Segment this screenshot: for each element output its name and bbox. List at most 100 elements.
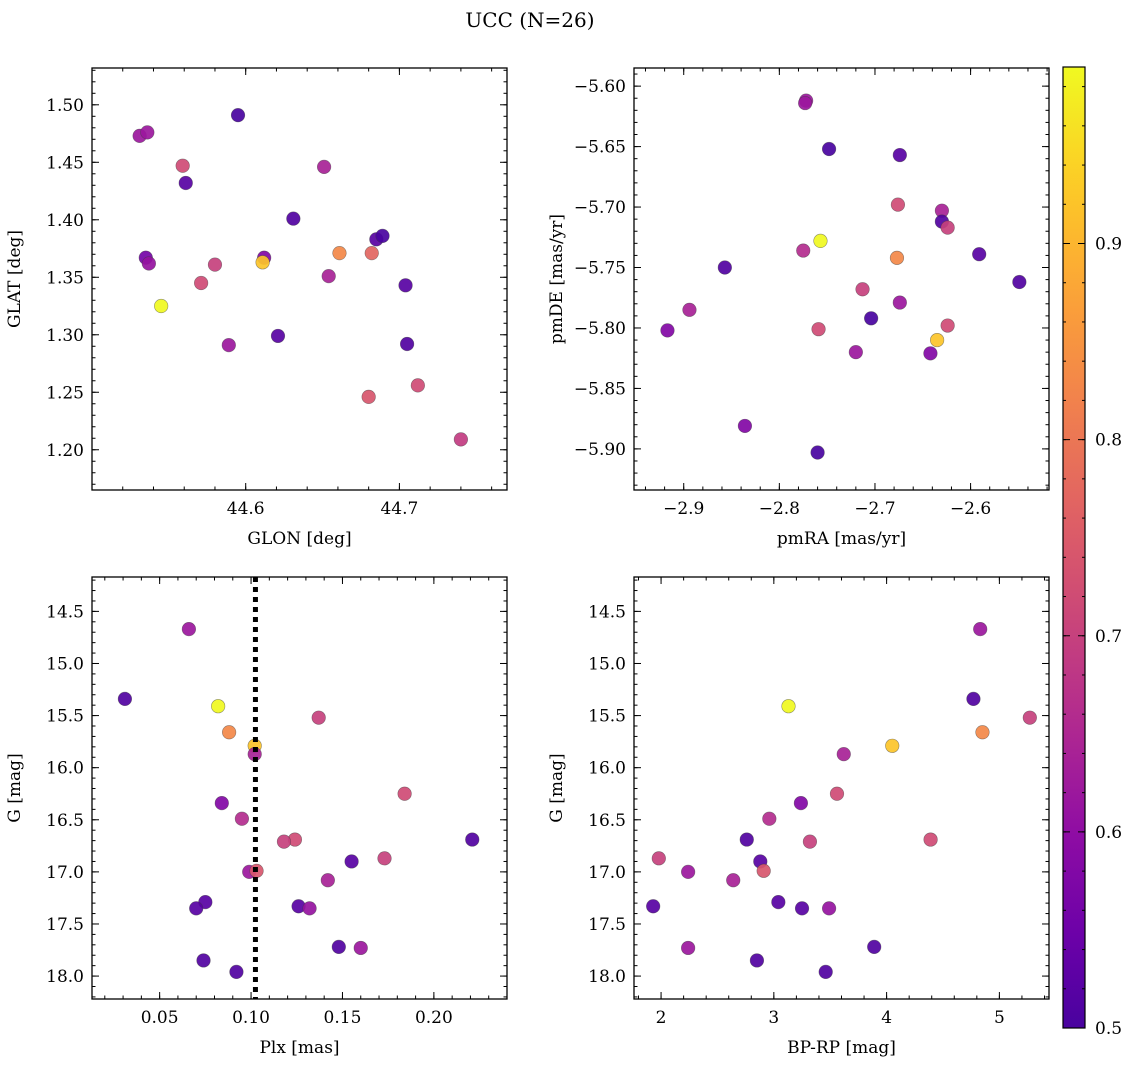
data-point <box>821 901 837 916</box>
y-tick-label: 1.35 <box>46 268 84 288</box>
data-point <box>810 445 825 460</box>
colorbar-tick-label: 0.6 <box>1095 823 1122 843</box>
data-point <box>864 311 879 326</box>
data-point <box>117 691 133 707</box>
data-point <box>344 854 359 869</box>
y-axis-label: pmDE [mas/yr] <box>547 214 567 344</box>
data-point <box>890 197 906 212</box>
data-point <box>930 332 945 348</box>
colorbar-tick-label: 0.9 <box>1095 235 1122 255</box>
y-tick-label: 15.5 <box>46 707 84 727</box>
data-point <box>234 811 250 826</box>
data-point <box>320 873 335 888</box>
y-tick-label: 15.0 <box>46 654 84 674</box>
panel-glon_glat: 44.6 44.7 1.20 1.25 1.30 1.35 1.40 1.45 1.50 GLON… <box>5 67 508 549</box>
data-point <box>141 256 156 271</box>
y-tick-label: 1.20 <box>46 441 84 461</box>
data-point <box>181 621 196 637</box>
data-point <box>331 939 346 955</box>
data-point <box>214 796 229 811</box>
data-point <box>892 147 907 163</box>
x-axis-label: GLON [deg] <box>247 529 351 549</box>
data-point <box>793 796 809 811</box>
y-tick-label: 17.5 <box>588 915 626 935</box>
colorbar-tick-label: 0.5 <box>1095 1019 1122 1039</box>
data-point <box>270 328 286 344</box>
data-point <box>196 953 211 968</box>
data-point <box>972 247 987 262</box>
data-point <box>966 691 981 707</box>
data-point <box>221 338 236 353</box>
y-tick-label: 17.0 <box>588 863 626 883</box>
data-point <box>646 899 661 914</box>
x-axis-label: Plx [mas] <box>259 1038 339 1058</box>
x-tick-label: −2.8 <box>759 499 800 519</box>
y-tick-label: 16.5 <box>588 811 626 831</box>
data-point <box>813 233 828 249</box>
data-point <box>364 246 379 261</box>
x-tick-label: 0.20 <box>415 1008 453 1028</box>
y-tick-label: 16.0 <box>46 759 84 779</box>
data-point <box>717 260 732 275</box>
data-point <box>762 811 777 826</box>
data-point <box>923 346 938 361</box>
panel-pm: −2.9 −2.8 −2.7 −2.6 −5.90 −5.85 −5.80 −5.75 −5.7… <box>547 67 1050 549</box>
data-point <box>681 940 696 956</box>
data-point <box>660 323 675 338</box>
x-tick-label: 0.10 <box>232 1008 270 1028</box>
data-points <box>132 108 468 447</box>
axes-frame <box>633 576 1050 1000</box>
x-tick-label: 44.7 <box>380 499 418 519</box>
data-point <box>140 125 155 140</box>
data-point <box>796 243 811 258</box>
y-tick-label: 16.0 <box>588 759 626 779</box>
data-point <box>781 699 796 714</box>
data-point <box>194 275 209 291</box>
data-point <box>211 699 226 714</box>
y-tick-label: 1.45 <box>46 153 84 173</box>
panels: 44.6 44.7 1.20 1.25 1.30 1.35 1.40 1.45 1.50 GLON… <box>5 67 1050 1058</box>
y-tick-label: 18.0 <box>588 967 626 987</box>
y-tick-label: 14.5 <box>588 602 626 622</box>
x-tick-label: 4 <box>881 1008 892 1028</box>
x-tick-label: 0.15 <box>324 1008 362 1028</box>
data-point <box>855 282 870 297</box>
y-tick-label: 15.0 <box>588 654 626 674</box>
y-axis-label: G [mag] <box>547 753 567 822</box>
data-point <box>276 834 292 849</box>
y-tick-label: −5.70 <box>574 198 626 218</box>
data-point <box>973 621 988 637</box>
data-point <box>229 964 244 980</box>
y-tick-label: −5.85 <box>574 379 626 399</box>
data-point <box>811 322 826 337</box>
y-tick-label: 16.5 <box>46 811 84 831</box>
data-point <box>154 298 169 314</box>
y-tick-label: 17.5 <box>46 915 84 935</box>
data-point <box>311 710 326 725</box>
x-tick-label: 44.6 <box>227 499 265 519</box>
data-point <box>867 939 882 955</box>
data-point <box>175 158 190 173</box>
data-point <box>749 953 765 968</box>
data-point <box>923 832 938 847</box>
data-point <box>397 786 412 801</box>
data-point <box>889 250 905 265</box>
colorbar: 0.5 0.6 0.7 0.8 0.9 <box>1062 66 1122 1039</box>
data-point <box>821 141 837 157</box>
data-points <box>660 93 1027 460</box>
y-axis-label: GLAT [deg] <box>5 230 25 328</box>
colorbar-tick-label: 0.7 <box>1095 627 1122 647</box>
data-point <box>892 295 907 310</box>
data-point <box>316 159 332 174</box>
y-tick-label: −5.60 <box>574 77 626 97</box>
y-tick-label: 1.30 <box>46 326 84 346</box>
y-tick-label: 17.0 <box>46 863 84 883</box>
colorbar-gradient <box>1062 66 1086 1029</box>
x-tick-label: 3 <box>768 1008 779 1028</box>
data-point <box>453 432 468 447</box>
data-point <box>321 269 336 284</box>
data-point <box>794 901 810 916</box>
data-point <box>207 257 223 272</box>
data-point <box>398 278 413 293</box>
